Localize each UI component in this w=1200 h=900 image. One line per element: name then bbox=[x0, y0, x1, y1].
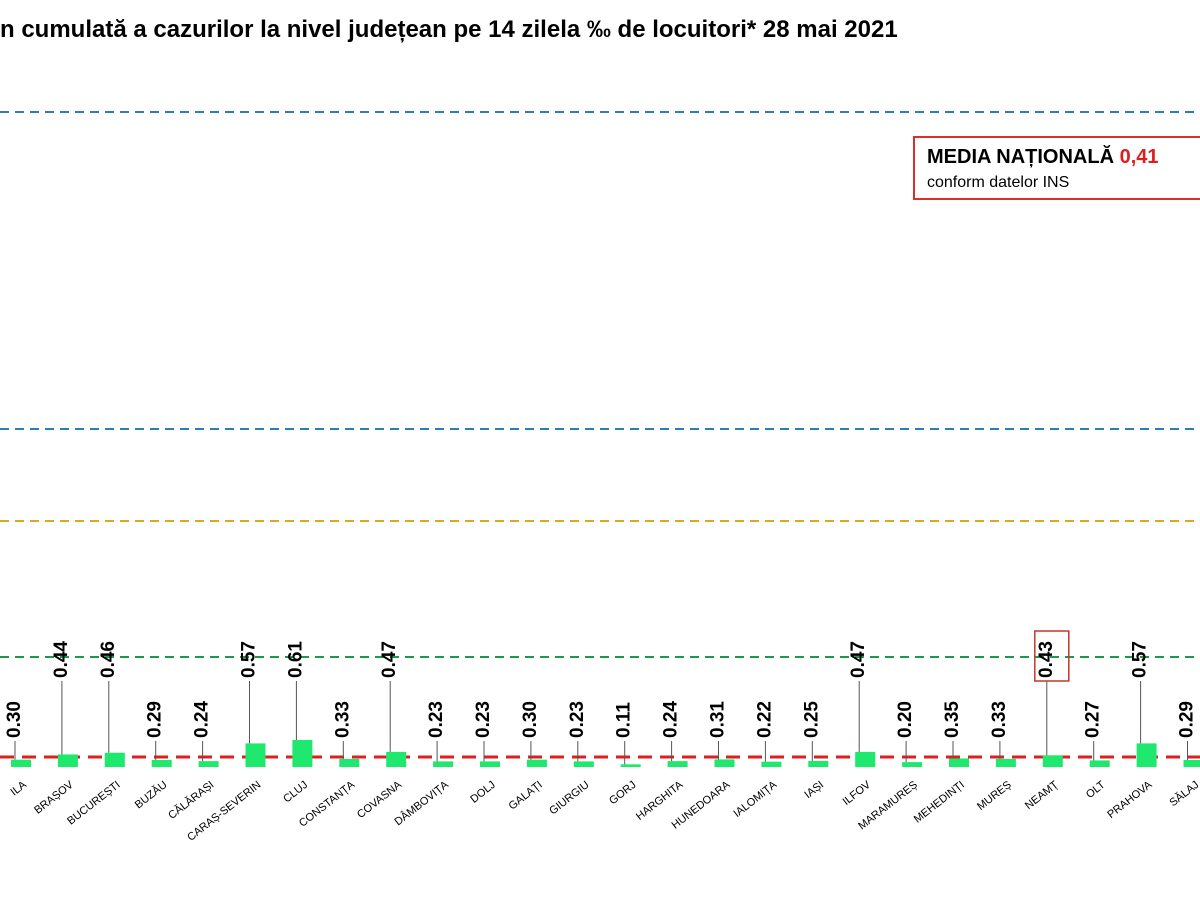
bar bbox=[1136, 743, 1157, 767]
value-label: 0.25 bbox=[801, 701, 822, 738]
highlight-box bbox=[1034, 630, 1070, 682]
category-tick-label: MEHEDINȚI bbox=[912, 779, 967, 826]
category-tick-label: GALAȚI bbox=[507, 779, 545, 813]
bar bbox=[620, 764, 641, 767]
bar bbox=[433, 761, 454, 767]
value-label: 0.23 bbox=[473, 701, 494, 738]
bar bbox=[1089, 760, 1110, 767]
category-tick-label: BRAȘOV bbox=[32, 779, 76, 817]
bar bbox=[104, 752, 125, 767]
value-label: 0.57 bbox=[239, 641, 260, 678]
bar bbox=[151, 759, 172, 767]
value-label: 0.23 bbox=[567, 701, 588, 738]
category-tick-label: MUREȘ bbox=[975, 779, 1014, 813]
value-label: 0.47 bbox=[379, 641, 400, 678]
value-label: 0.29 bbox=[1177, 701, 1198, 738]
national-average-heading: MEDIA NAȚIONALĂ 0,41 bbox=[927, 146, 1159, 169]
national-average-value: 0,41 bbox=[1119, 146, 1159, 168]
value-label: 0.61 bbox=[285, 641, 306, 678]
category-tick-label: PRAHOVA bbox=[1105, 779, 1155, 821]
bar bbox=[480, 761, 500, 767]
value-label: 0.44 bbox=[51, 641, 72, 678]
value-label: 0.22 bbox=[754, 701, 775, 738]
bar bbox=[995, 758, 1016, 767]
bar bbox=[902, 762, 923, 767]
value-label: 0.30 bbox=[520, 701, 541, 738]
bar bbox=[808, 760, 829, 767]
value-label: 0.31 bbox=[708, 701, 729, 738]
category-tick-label: IAȘI bbox=[802, 779, 826, 801]
chart-title: n cumulată a cazurilor la nivel județean… bbox=[0, 16, 898, 43]
bar bbox=[573, 761, 594, 767]
value-label: 0.33 bbox=[332, 701, 353, 738]
bar bbox=[855, 751, 876, 767]
category-tick-label: ILA bbox=[8, 779, 29, 799]
value-label: 0.33 bbox=[989, 701, 1010, 738]
value-label: 0.35 bbox=[942, 701, 963, 738]
bar bbox=[386, 751, 407, 767]
category-tick-label: IALOMIȚA bbox=[731, 779, 779, 820]
category-tick-label: DOLJ bbox=[468, 779, 498, 806]
value-label: 0.43 bbox=[1036, 641, 1057, 678]
value-label: 0.30 bbox=[4, 701, 25, 738]
value-label: 0.20 bbox=[895, 701, 916, 738]
bar bbox=[761, 761, 782, 767]
category-tick-label: NEAMȚ bbox=[1023, 779, 1061, 812]
bar bbox=[714, 759, 735, 767]
value-label: 0.29 bbox=[145, 701, 166, 738]
value-label: 0.24 bbox=[192, 701, 213, 738]
value-label: 0.57 bbox=[1130, 641, 1151, 678]
value-label: 0.47 bbox=[848, 641, 869, 678]
bar bbox=[292, 740, 313, 767]
bar bbox=[57, 754, 78, 767]
bar bbox=[1183, 759, 1200, 767]
bar bbox=[245, 743, 266, 767]
value-label: 0.27 bbox=[1083, 701, 1104, 738]
bar bbox=[198, 761, 219, 767]
bar bbox=[667, 761, 688, 767]
category-tick-label: SĂLAJ bbox=[1167, 778, 1200, 809]
value-label: 0.24 bbox=[661, 701, 682, 738]
bar bbox=[339, 758, 360, 767]
category-tick-label: OLT bbox=[1084, 779, 1108, 801]
bar bbox=[11, 759, 31, 767]
category-tick-label: GIURGIU bbox=[547, 779, 592, 817]
bar bbox=[1042, 755, 1063, 767]
value-label: 0.11 bbox=[614, 702, 635, 738]
national-average-box: MEDIA NAȚIONALĂ 0,41 conform datelor INS bbox=[913, 136, 1200, 200]
national-average-source: conform datelor INS bbox=[927, 174, 1070, 191]
value-label: 0.23 bbox=[426, 701, 447, 738]
category-tick-label: ILFOV bbox=[841, 779, 874, 808]
category-tick-label: BUZĂU bbox=[132, 778, 169, 811]
bar bbox=[526, 759, 547, 767]
value-label: 0.46 bbox=[98, 641, 119, 678]
category-tick-label: CLUJ bbox=[281, 779, 310, 805]
national-average-label: MEDIA NAȚIONALĂ bbox=[927, 146, 1115, 168]
bar bbox=[949, 758, 969, 767]
category-tick-label: GORJ bbox=[607, 779, 638, 807]
